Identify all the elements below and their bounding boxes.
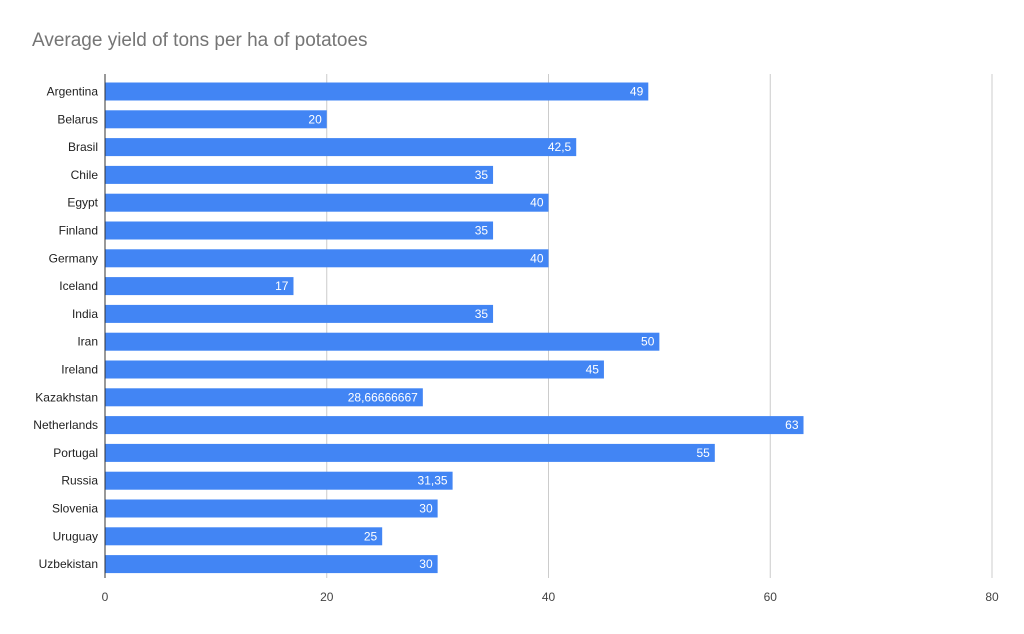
x-tick-label: 80: [985, 590, 999, 604]
data-label: 25: [364, 529, 378, 543]
category-label: Iran: [77, 335, 98, 349]
bar: [105, 499, 438, 518]
category-label: Belarus: [57, 112, 98, 126]
category-label: Egypt: [67, 196, 98, 210]
x-tick-label: 0: [102, 590, 109, 604]
data-label: 35: [475, 168, 489, 182]
category-label: India: [72, 307, 98, 321]
category-label: Brasil: [68, 140, 98, 154]
bar: [105, 304, 494, 323]
data-label: 63: [785, 418, 799, 432]
bar: [105, 221, 494, 240]
bar: [105, 527, 383, 546]
data-label: 55: [696, 446, 710, 460]
bar: [105, 471, 453, 490]
bar: [105, 277, 294, 296]
category-label: Russia: [61, 474, 98, 488]
bar: [105, 165, 494, 184]
category-label: Kazakhstan: [35, 390, 98, 404]
data-label: 35: [475, 307, 489, 321]
data-label: 17: [275, 279, 289, 293]
category-label: Argentina: [47, 85, 99, 99]
category-label: Chile: [71, 168, 99, 182]
bar: [105, 443, 715, 462]
category-label: Slovenia: [52, 502, 98, 516]
data-label: 28,66666667: [348, 390, 418, 404]
x-tick-label: 40: [542, 590, 556, 604]
x-tick-label: 60: [764, 590, 778, 604]
data-label: 40: [530, 196, 544, 210]
chart-title: Average yield of tons per ha of potatoes: [32, 30, 368, 51]
bar: [105, 360, 604, 379]
data-label: 45: [586, 363, 600, 377]
category-label: Finland: [59, 224, 98, 238]
category-label: Germany: [49, 251, 98, 265]
bar: [105, 388, 423, 407]
data-label: 31,35: [418, 474, 448, 488]
bar: [105, 555, 438, 574]
category-label: Iceland: [59, 279, 98, 293]
data-label: 20: [308, 112, 322, 126]
data-label: 42,5: [548, 140, 572, 154]
bar: [105, 138, 577, 157]
data-label: 30: [419, 557, 433, 571]
bar: [105, 249, 549, 268]
x-tick-label: 20: [320, 590, 334, 604]
category-label: Portugal: [53, 446, 98, 460]
data-label: 50: [641, 335, 655, 349]
bar: [105, 416, 804, 435]
category-label: Netherlands: [33, 418, 98, 432]
data-label: 35: [475, 224, 489, 238]
bar: [105, 82, 649, 101]
bar: [105, 332, 660, 351]
category-label: Ireland: [61, 363, 98, 377]
data-label: 30: [419, 502, 433, 516]
category-label: Uruguay: [53, 529, 98, 543]
bar: [105, 110, 327, 129]
category-label: Uzbekistan: [39, 557, 98, 571]
data-label: 40: [530, 251, 544, 265]
data-label: 49: [630, 85, 644, 99]
bar: [105, 193, 549, 212]
